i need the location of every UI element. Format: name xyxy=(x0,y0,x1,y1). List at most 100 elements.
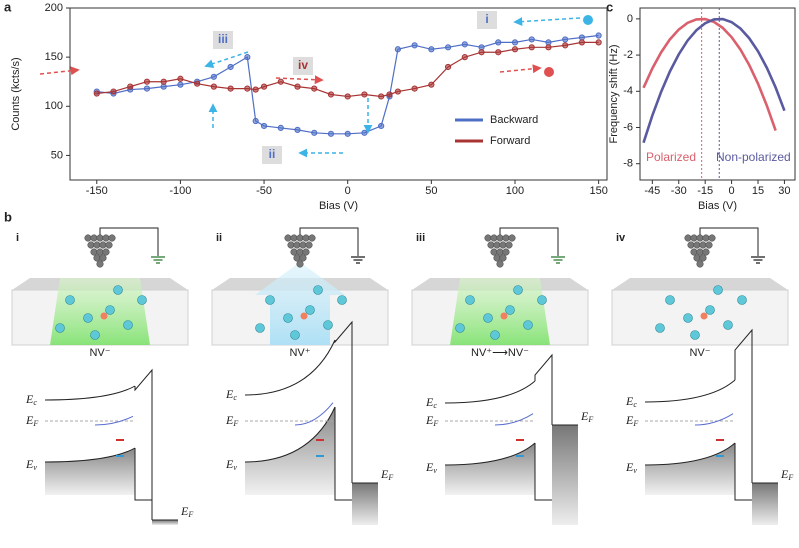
vacuum-barrier xyxy=(734,328,753,501)
charge-state: NV⁺ xyxy=(289,347,310,359)
energy-label: EF xyxy=(580,409,593,424)
y-tick-label: 150 xyxy=(45,51,63,63)
data-point xyxy=(528,44,535,51)
tip-atom xyxy=(290,234,298,242)
data-point xyxy=(294,83,301,90)
annotation-box xyxy=(477,11,497,29)
y-tick-label: -8 xyxy=(623,158,633,170)
charge-state: NV⁻ xyxy=(89,347,110,359)
tip-atom xyxy=(487,241,495,249)
energy-label: Ec xyxy=(425,395,437,410)
data-point xyxy=(210,73,217,80)
ion xyxy=(705,305,715,315)
nv-level xyxy=(694,413,734,426)
panel-index: i xyxy=(16,232,19,244)
tip-atom xyxy=(693,254,701,262)
data-point xyxy=(461,41,468,48)
wire xyxy=(299,227,359,256)
tip-atom xyxy=(690,234,698,242)
field-arrow xyxy=(255,262,345,345)
energy-symbol: E xyxy=(425,460,434,474)
ion xyxy=(83,313,93,323)
data-point xyxy=(386,91,393,98)
tip-atom xyxy=(90,248,98,256)
energy-symbol: E xyxy=(180,504,189,518)
valence-band xyxy=(44,447,136,463)
annotation-box xyxy=(293,57,313,75)
valence-fill xyxy=(645,443,735,495)
data-point xyxy=(227,63,234,71)
ion xyxy=(713,285,723,295)
ion xyxy=(105,305,115,315)
tip-atom xyxy=(705,241,713,249)
energy-subscript: F xyxy=(32,419,38,428)
data-point xyxy=(394,46,401,53)
data-point xyxy=(595,39,602,46)
energy-subscript: v xyxy=(33,463,37,472)
data-point xyxy=(378,122,385,130)
ion xyxy=(455,323,465,333)
ion xyxy=(305,305,315,315)
data-point xyxy=(394,88,401,95)
tip-atom xyxy=(496,248,504,256)
tip-atom xyxy=(90,234,98,242)
ion xyxy=(90,330,100,340)
data-point xyxy=(210,83,217,90)
ion xyxy=(690,330,700,340)
energy-symbol: E xyxy=(780,467,789,481)
x-tick-label: 150 xyxy=(589,185,607,197)
y-tick-label: -4 xyxy=(623,85,633,97)
tip-atom xyxy=(502,234,510,242)
panel-index: ii xyxy=(216,232,222,244)
x-tick-label: 50 xyxy=(425,185,437,197)
energy-subscript: F xyxy=(787,473,793,482)
tip-atom xyxy=(287,241,295,249)
ion xyxy=(137,295,147,305)
charge-state: NV⁻ xyxy=(689,347,710,359)
tip-atom xyxy=(493,241,501,249)
ion xyxy=(465,295,475,305)
ion xyxy=(290,330,300,340)
glow xyxy=(50,278,150,345)
tip-atom xyxy=(684,234,692,242)
valence-band xyxy=(644,442,736,466)
data-point xyxy=(143,78,151,85)
valence-fill xyxy=(45,448,135,495)
tip-atom xyxy=(93,241,101,249)
series-line xyxy=(642,17,777,132)
data-point xyxy=(428,81,435,88)
data-point xyxy=(252,117,259,125)
tip-metal xyxy=(152,520,178,525)
data-point xyxy=(327,130,335,137)
energy-subscript: v xyxy=(433,466,437,475)
ion xyxy=(113,285,123,295)
data-point xyxy=(227,85,234,92)
panel-index: iv xyxy=(616,232,626,244)
annotation-box xyxy=(213,31,233,49)
data-point xyxy=(562,36,569,43)
data-point xyxy=(528,36,535,43)
data-point xyxy=(177,81,184,88)
end-marker xyxy=(544,67,554,77)
data-point xyxy=(545,44,552,51)
data-point xyxy=(444,63,452,71)
x-tick-label: -150 xyxy=(86,185,108,197)
annotation: iv xyxy=(298,58,308,72)
data-point xyxy=(511,39,519,46)
nv-center xyxy=(100,312,108,320)
tip-atom xyxy=(702,234,710,242)
end-marker xyxy=(583,15,593,25)
energy-label: Ev xyxy=(25,457,37,472)
ion xyxy=(483,313,493,323)
ion xyxy=(490,330,500,340)
ion xyxy=(265,295,275,305)
y-axis-label: Counts (kcts/s) xyxy=(10,57,22,130)
y-tick-label: -2 xyxy=(623,49,633,61)
conduction-band xyxy=(244,339,336,396)
energy-label: EF xyxy=(425,413,438,428)
energy-symbol: E xyxy=(580,409,589,423)
y-tick-label: 0 xyxy=(627,13,633,25)
tip-atom xyxy=(508,234,516,242)
x-tick-label: -45 xyxy=(644,185,660,197)
